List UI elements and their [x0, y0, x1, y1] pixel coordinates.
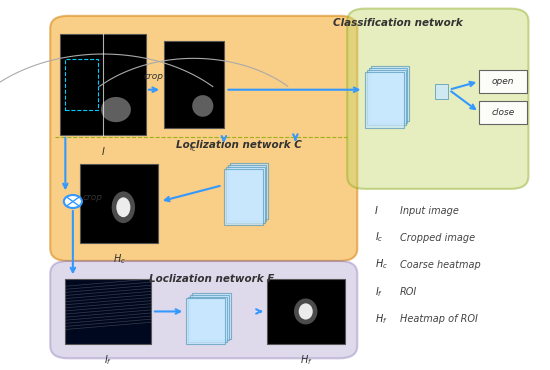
FancyBboxPatch shape — [60, 34, 146, 135]
Ellipse shape — [294, 299, 317, 324]
Ellipse shape — [299, 303, 313, 320]
FancyBboxPatch shape — [479, 101, 527, 124]
FancyBboxPatch shape — [188, 297, 227, 342]
Text: Heatmap of ROI: Heatmap of ROI — [400, 314, 478, 324]
FancyBboxPatch shape — [190, 295, 229, 340]
FancyBboxPatch shape — [50, 16, 358, 261]
Ellipse shape — [112, 191, 135, 223]
Text: $I_c$: $I_c$ — [375, 231, 383, 245]
Text: close: close — [492, 108, 515, 117]
Text: $I_f$: $I_f$ — [104, 353, 112, 367]
Text: Coarse heatmap: Coarse heatmap — [400, 260, 481, 270]
FancyBboxPatch shape — [80, 164, 158, 243]
Text: $H_f$: $H_f$ — [375, 312, 388, 326]
Text: $H_f$: $H_f$ — [300, 353, 312, 367]
Text: Classification network: Classification network — [333, 18, 463, 28]
Text: open: open — [492, 77, 514, 86]
Text: ROI: ROI — [400, 287, 417, 297]
FancyBboxPatch shape — [365, 72, 404, 128]
FancyBboxPatch shape — [228, 165, 266, 221]
FancyBboxPatch shape — [226, 167, 265, 223]
Text: $I_f$: $I_f$ — [375, 285, 383, 299]
Text: $H_c$: $H_c$ — [375, 258, 388, 272]
Text: $H_c$: $H_c$ — [113, 252, 126, 266]
Text: Loclization network F: Loclization network F — [148, 273, 274, 283]
FancyBboxPatch shape — [479, 70, 527, 93]
FancyBboxPatch shape — [224, 169, 263, 225]
Text: crop: crop — [83, 194, 103, 202]
FancyBboxPatch shape — [192, 293, 230, 339]
FancyBboxPatch shape — [65, 279, 151, 344]
FancyBboxPatch shape — [163, 41, 224, 128]
Circle shape — [64, 195, 82, 208]
FancyBboxPatch shape — [371, 66, 409, 121]
FancyBboxPatch shape — [367, 70, 405, 125]
FancyBboxPatch shape — [229, 163, 268, 219]
FancyBboxPatch shape — [436, 84, 448, 99]
Text: $I_c$: $I_c$ — [189, 140, 198, 154]
Text: I: I — [102, 147, 104, 157]
Text: Input image: Input image — [400, 205, 459, 215]
FancyBboxPatch shape — [347, 9, 529, 189]
FancyBboxPatch shape — [368, 68, 408, 123]
Ellipse shape — [192, 95, 213, 117]
FancyBboxPatch shape — [50, 261, 358, 358]
Ellipse shape — [101, 97, 131, 122]
FancyBboxPatch shape — [267, 279, 345, 344]
FancyBboxPatch shape — [186, 299, 225, 344]
Text: I: I — [375, 205, 378, 215]
Ellipse shape — [117, 197, 130, 217]
Text: Cropped image: Cropped image — [400, 233, 475, 243]
Text: Loclization network C: Loclization network C — [176, 140, 302, 150]
Text: crop: crop — [144, 72, 164, 81]
